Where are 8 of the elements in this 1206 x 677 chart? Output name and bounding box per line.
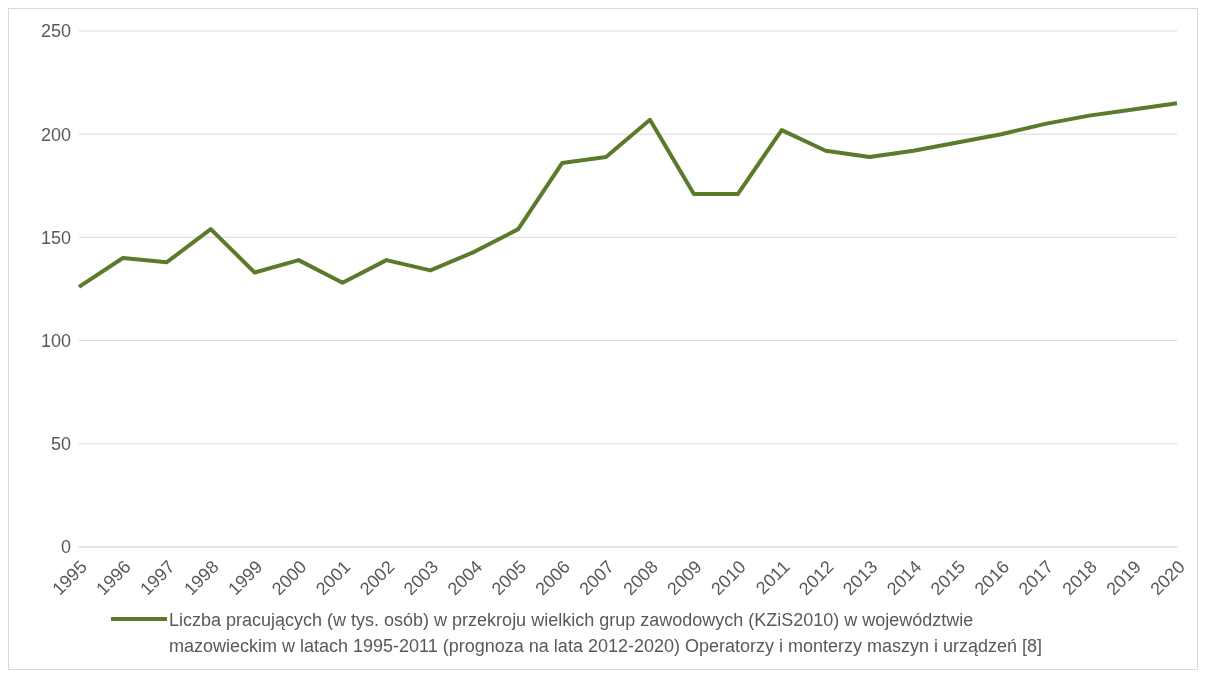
line-series	[77, 101, 1179, 289]
y-tick-label: 250	[40, 21, 71, 42]
y-tick-label: 150	[40, 227, 71, 248]
y-tick-label: 100	[40, 330, 71, 351]
legend-label: Liczba pracujących (w tys. osób) w przekroju wielkich grup zawodowych (KZiS2010) w województwie mazowieckim w latach 1995-2011 (prognoza na lata 2012-2020) Operatorzy i monterzy maszyn i urządzeń [8]	[169, 609, 1044, 658]
y-tick-label: 50	[50, 434, 71, 455]
y-tick-label: 0	[60, 537, 71, 558]
y-tick-label: 200	[40, 124, 71, 145]
